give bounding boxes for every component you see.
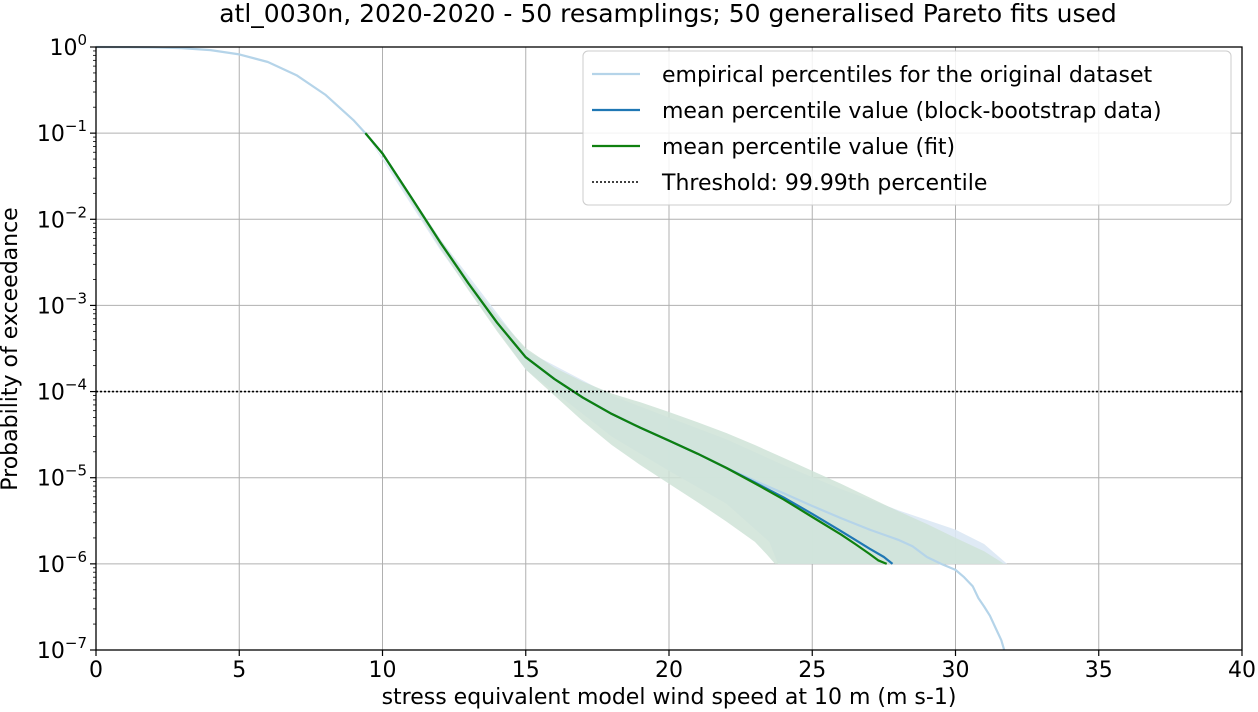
x-axis-ticks: 0 5 10 15 20 25 30 35 40 [89,650,1256,683]
confidence-bands [365,133,1008,564]
y-tick-label: 10−4 [37,376,87,406]
confidence-band [365,133,1005,564]
y-tick-label: 10−2 [37,203,87,233]
y-tick-label: 100 [49,31,87,61]
legend-label-empirical: empirical percentiles for the original d… [662,63,1152,88]
x-tick-label: 25 [798,658,826,683]
legend-label-threshold: Threshold: 99.99th percentile [661,171,987,196]
x-tick-label: 0 [89,658,103,683]
y-tick-label: 10−3 [37,289,87,319]
legend-box [582,50,1232,206]
x-tick-label: 30 [942,658,970,683]
y-tick-label: 10−1 [37,117,87,147]
x-tick-label: 35 [1085,658,1113,683]
x-tick-label: 20 [655,658,683,683]
x-tick-label: 15 [512,658,540,683]
legend: empirical percentiles for the original d… [582,50,1232,206]
legend-label-fit-mean: mean percentile value (fit) [662,135,955,160]
x-tick-label: 5 [232,658,246,683]
series-lines [95,45,1242,651]
x-tick-label: 10 [369,658,397,683]
x-axis-label: stress equivalent model wind speed at 10… [382,685,957,710]
chart-title: atl_0030n, 2020-2020 - 50 resamplings; 5… [219,0,1117,28]
y-tick-label: 10−7 [37,634,87,664]
y-axis-ticks: 100 10−1 10−2 10−3 10−4 10−5 10−6 10−7 [37,31,96,664]
y-tick-label: 10−6 [37,548,87,578]
y-axis-label: Probability of exceedance [0,207,23,490]
y-tick-label: 10−5 [37,462,87,492]
legend-label-bootstrap-mean: mean percentile value (block-bootstrap d… [662,99,1162,124]
fit-mean-line [364,132,888,565]
x-tick-label: 40 [1228,658,1256,683]
